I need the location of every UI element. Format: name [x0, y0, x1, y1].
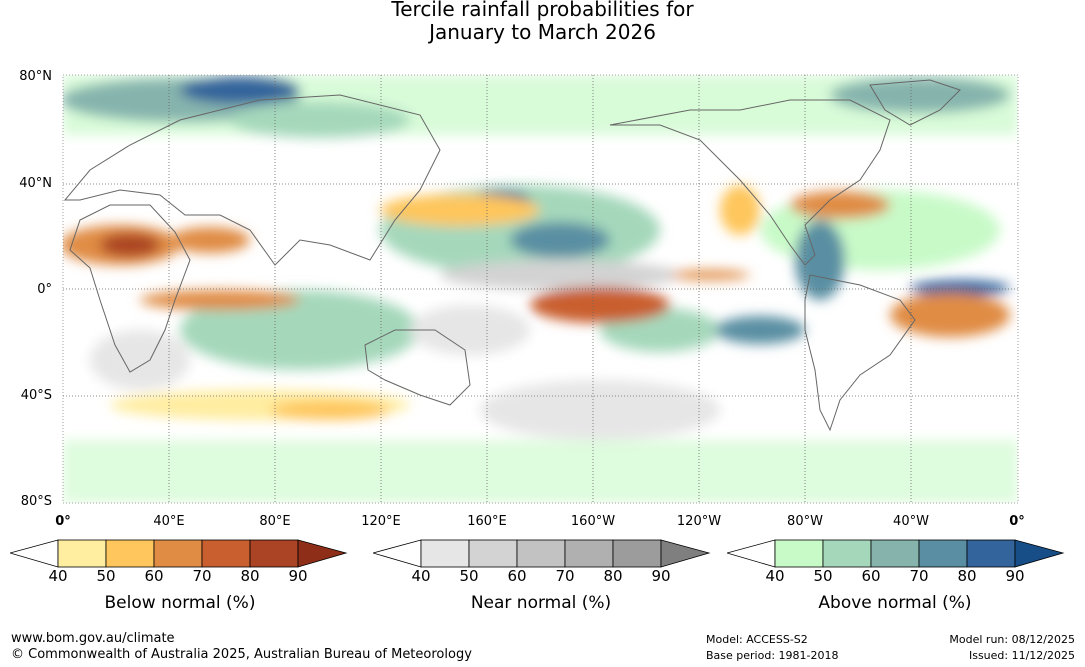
lat-label-0: 0° [37, 282, 52, 297]
cb-near-seg-0 [373, 539, 422, 568]
cb-below-seg-0 [10, 539, 59, 568]
cb-below-seg-4 [201, 539, 251, 568]
cb-below-seg-2 [105, 539, 155, 568]
coastline-greenland [869, 79, 961, 126]
cb-below-seg-5 [249, 539, 299, 568]
cb-below-tick: 40 [48, 567, 68, 585]
coastline-eurasia [63, 94, 441, 266]
footer-model-run: Model run: 08/12/2025 [949, 633, 1075, 646]
colorbar-above-normal [727, 539, 1065, 568]
cb-above-seg-6 [1014, 539, 1065, 568]
lat-label-80s: 80°S [20, 494, 52, 509]
cb-near-seg-3 [516, 539, 566, 568]
cb-above-seg-0 [727, 539, 776, 568]
cb-near-seg-1 [420, 539, 470, 568]
lat-label-40n: 40°N [19, 176, 52, 191]
footer-website[interactable]: www.bom.gov.au/climate [11, 631, 175, 646]
coastline-australia [364, 329, 471, 406]
lon-label-40w: 40°W [893, 514, 929, 529]
lon-label-80w: 80°W [787, 514, 823, 529]
cb-above-seg-5 [966, 539, 1016, 568]
colorbar-title-below: Below normal (%) [104, 593, 256, 613]
cb-near-tick: 50 [459, 567, 479, 585]
cb-above-tick: 70 [909, 567, 929, 585]
colorbar-near-normal [373, 539, 711, 568]
cb-near-seg-6 [660, 539, 711, 568]
map-title-line2: January to March 2026 [429, 20, 656, 44]
cb-below-seg-3 [153, 539, 203, 568]
cb-above-seg-2 [822, 539, 872, 568]
coastline-north-america [609, 99, 891, 266]
lon-label-160w: 160°W [570, 514, 616, 529]
cb-near-tick: 70 [555, 567, 575, 585]
cb-above-tick: 90 [1005, 567, 1025, 585]
footer-base-period: Base period: 1981-2018 [706, 649, 839, 662]
lon-label-120e: 120°E [361, 514, 401, 529]
cb-below-tick: 60 [144, 567, 164, 585]
lat-label-80n: 80°N [19, 69, 52, 84]
colorbar-title-near: Near normal (%) [470, 593, 612, 613]
cb-above-tick: 60 [861, 567, 881, 585]
lat-label-40s: 40°S [20, 388, 52, 403]
cb-above-seg-1 [774, 539, 824, 568]
cb-below-seg-6 [297, 539, 348, 568]
cb-above-tick: 40 [765, 567, 785, 585]
rainfall-probability-map [62, 74, 1019, 504]
coastline-africa [69, 204, 191, 373]
lon-label-0-right: 0° [1009, 514, 1025, 529]
colorbar-below-normal [10, 539, 348, 568]
lon-label-120w: 120°W [676, 514, 722, 529]
cb-above-seg-3 [870, 539, 920, 568]
cb-below-tick: 90 [288, 567, 308, 585]
cb-below-tick: 70 [192, 567, 212, 585]
cb-below-tick: 50 [96, 567, 116, 585]
cb-near-tick: 60 [507, 567, 527, 585]
lon-label-0-left: 0° [55, 514, 71, 529]
cb-near-tick: 80 [603, 567, 623, 585]
graticule [63, 75, 1018, 503]
lon-label-160e: 160°E [467, 514, 507, 529]
footer-copyright: © Commonwealth of Australia 2025, Austra… [11, 647, 472, 662]
map-title-line1: Tercile rainfall probabilities for [391, 0, 694, 21]
lon-label-40e: 40°E [153, 514, 185, 529]
cb-above-seg-4 [918, 539, 968, 568]
cb-near-seg-4 [564, 539, 614, 568]
cb-near-tick: 90 [651, 567, 671, 585]
footer-model: Model: ACCESS-S2 [706, 633, 808, 646]
lon-label-80e: 80°E [259, 514, 291, 529]
footer-issued: Issued: 11/12/2025 [968, 649, 1075, 662]
cb-above-tick: 50 [813, 567, 833, 585]
map-frame [62, 74, 1019, 504]
cb-near-seg-5 [612, 539, 662, 568]
cb-near-tick: 40 [411, 567, 431, 585]
cb-near-seg-2 [468, 539, 518, 568]
cb-below-seg-1 [57, 539, 107, 568]
cb-below-tick: 80 [240, 567, 260, 585]
colorbar-title-above: Above normal (%) [818, 593, 972, 613]
cb-above-tick: 80 [957, 567, 977, 585]
